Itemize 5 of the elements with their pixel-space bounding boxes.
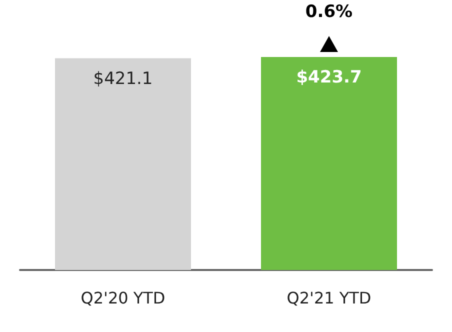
x-tick-label: Q2'21 YTD bbox=[286, 288, 372, 308]
text: 0.6% bbox=[305, 2, 353, 22]
data-label: $423.7 bbox=[296, 68, 362, 88]
x-tick-label: Q2'20 YTD bbox=[80, 288, 166, 308]
data-label: $421.1 bbox=[93, 68, 153, 89]
